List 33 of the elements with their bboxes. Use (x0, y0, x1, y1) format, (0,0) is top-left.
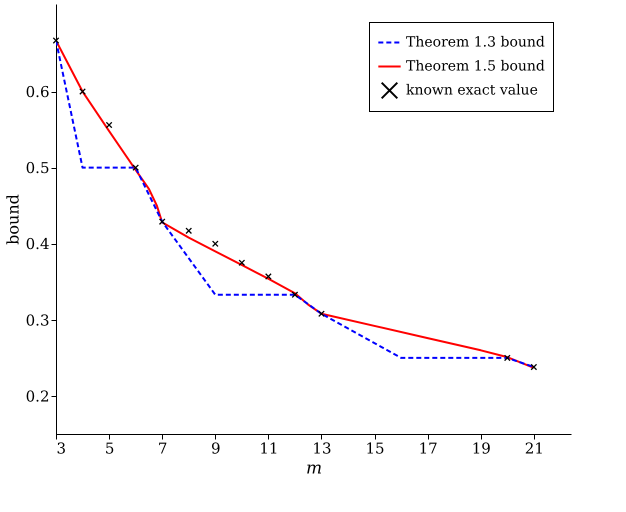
legend-label: Theorem 1.3 bound (406, 34, 545, 50)
point (106, 122, 112, 128)
point (79, 88, 86, 95)
point (292, 291, 298, 298)
x-tick-label: 7 (158, 440, 168, 458)
y-tick-label: 0.4 (26, 235, 50, 254)
x-tick-label: 3 (56, 440, 66, 458)
y-tick-label: 0.3 (26, 311, 50, 330)
point (212, 240, 219, 248)
legend-label: known exact value (406, 82, 538, 98)
legend-label: Theorem 1.5 bound (406, 58, 545, 74)
point (158, 218, 166, 226)
point (132, 164, 139, 171)
x-tick-label: 9 (211, 440, 221, 458)
x-tick-label: 15 (366, 440, 385, 458)
x-tick-label: 17 (418, 440, 438, 458)
y-axis-title: bound (4, 194, 23, 245)
x-axis-title: m (306, 458, 322, 478)
point (52, 37, 60, 44)
point (265, 273, 272, 280)
point (504, 354, 511, 362)
y-tick-label: 0.5 (26, 159, 50, 178)
x-tick-label: 19 (472, 440, 491, 458)
x-tick-label: 5 (104, 440, 114, 458)
point (238, 259, 246, 266)
x-tick-label: 21 (524, 440, 544, 458)
point (318, 310, 325, 318)
x-tick-label: 11 (259, 440, 278, 458)
point (530, 364, 538, 370)
x-tick-label: 13 (312, 440, 332, 458)
y-tick-label: 0.2 (26, 387, 50, 406)
point (185, 227, 192, 234)
y-tick-label: 0.6 (26, 83, 50, 102)
